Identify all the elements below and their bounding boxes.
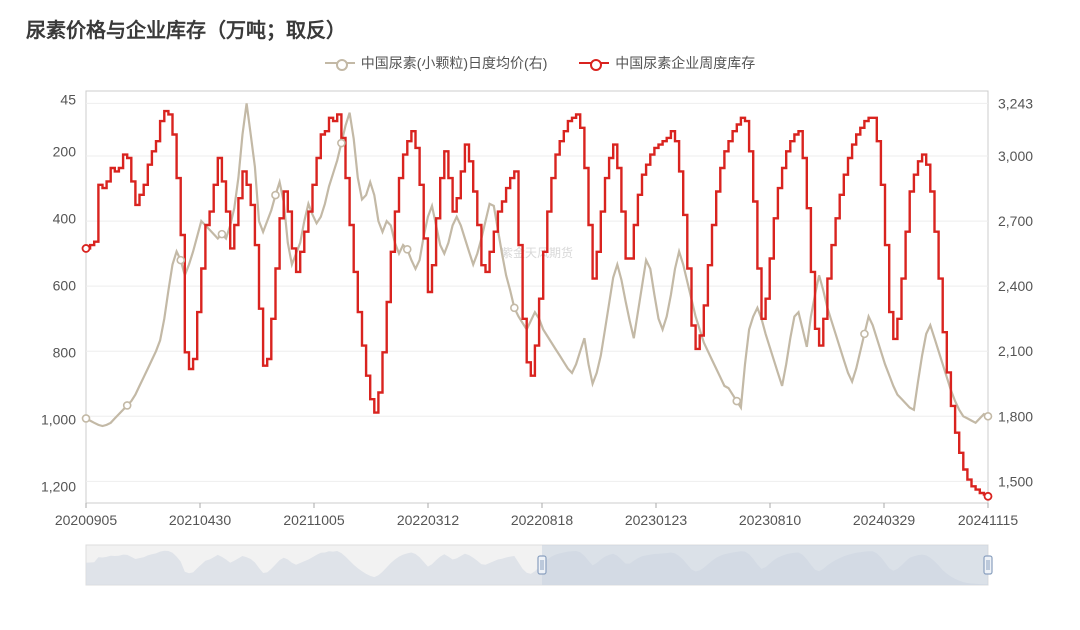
svg-text:3,243: 3,243 — [998, 95, 1033, 111]
svg-text:2,100: 2,100 — [998, 343, 1033, 359]
svg-text:2,400: 2,400 — [998, 278, 1033, 294]
time-range-brush[interactable] — [22, 543, 1058, 591]
price-marker — [338, 140, 345, 147]
price-marker — [218, 231, 225, 238]
svg-text:1,000: 1,000 — [41, 411, 76, 427]
brush-handle[interactable] — [538, 556, 546, 574]
svg-text:20220818: 20220818 — [511, 512, 574, 528]
price-marker — [124, 402, 131, 409]
svg-text:200: 200 — [53, 143, 77, 159]
svg-text:20230810: 20230810 — [739, 512, 802, 528]
inventory-marker — [985, 493, 992, 500]
legend-item-price[interactable]: 中国尿素(小颗粒)日度均价(右) — [325, 53, 548, 73]
price-marker — [272, 192, 279, 199]
svg-text:20211005: 20211005 — [283, 512, 344, 528]
price-marker — [861, 330, 868, 337]
legend-label-inventory: 中国尿素企业周度库存 — [615, 53, 755, 73]
legend: 中国尿素(小颗粒)日度均价(右) 中国尿素企业周度库存 — [22, 51, 1058, 73]
svg-text:20240329: 20240329 — [853, 512, 916, 528]
brush-handle[interactable] — [984, 556, 992, 574]
price-marker — [985, 413, 992, 420]
svg-text:20210430: 20210430 — [169, 512, 232, 528]
price-marker — [511, 304, 518, 311]
svg-text:20241115: 20241115 — [958, 512, 1018, 528]
svg-text:1,800: 1,800 — [998, 408, 1033, 424]
svg-text:3,000: 3,000 — [998, 148, 1033, 164]
svg-text:400: 400 — [53, 210, 77, 226]
svg-text:600: 600 — [53, 277, 77, 293]
chart-title: 尿素价格与企业库存（万吨；取反） — [26, 14, 1058, 43]
chart-plot-area[interactable]: 3,243 3,000 2,700 2,400 2,100 1,800 1,500 45 200… — [22, 77, 1058, 537]
svg-text:800: 800 — [53, 344, 77, 360]
price-marker — [177, 257, 184, 264]
svg-text:紫金天风期货: 紫金天风期货 — [501, 245, 573, 260]
svg-text:2,700: 2,700 — [998, 213, 1033, 229]
svg-text:1,500: 1,500 — [998, 473, 1033, 489]
price-marker — [83, 415, 90, 422]
svg-text:1,200: 1,200 — [41, 478, 76, 494]
inventory-marker — [83, 245, 90, 252]
legend-item-inventory[interactable]: 中国尿素企业周度库存 — [579, 53, 755, 73]
price-marker — [733, 398, 740, 405]
series-inventory-line — [86, 111, 988, 496]
svg-text:20230123: 20230123 — [625, 512, 688, 528]
svg-text:20200905: 20200905 — [55, 512, 118, 528]
price-marker — [404, 246, 411, 253]
brush-selection[interactable] — [542, 545, 988, 585]
svg-text:45: 45 — [60, 91, 76, 107]
legend-label-price: 中国尿素(小颗粒)日度均价(右) — [361, 53, 548, 73]
svg-text:20220312: 20220312 — [397, 512, 460, 528]
